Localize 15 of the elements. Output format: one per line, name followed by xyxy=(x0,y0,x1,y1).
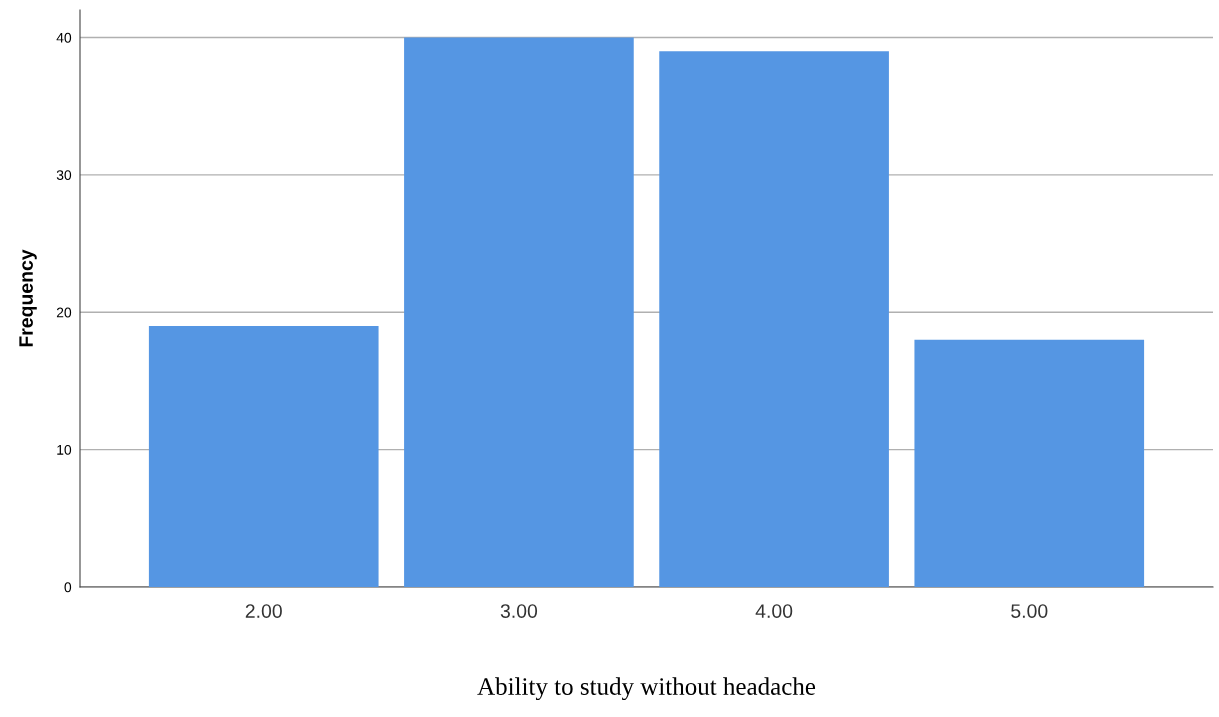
bar xyxy=(404,37,634,587)
bar xyxy=(914,339,1145,587)
y-tick-label: 0 xyxy=(64,582,72,593)
x-tick-label: 4.00 xyxy=(755,604,793,618)
x-tick-label: 5.00 xyxy=(1011,604,1048,618)
y-tick-label: 10 xyxy=(57,444,72,455)
x-tick-label: 2.00 xyxy=(245,604,282,618)
x-axis-title: Ability to study without headache xyxy=(477,677,816,701)
y-tick-label: 40 xyxy=(56,32,72,43)
y-tick-label: 30 xyxy=(56,170,72,181)
bar xyxy=(148,325,379,587)
bar xyxy=(659,51,889,587)
y-axis-title: Frequency xyxy=(19,249,37,347)
x-tick-label: 3.00 xyxy=(500,604,538,618)
y-tick-label: 20 xyxy=(56,307,72,318)
